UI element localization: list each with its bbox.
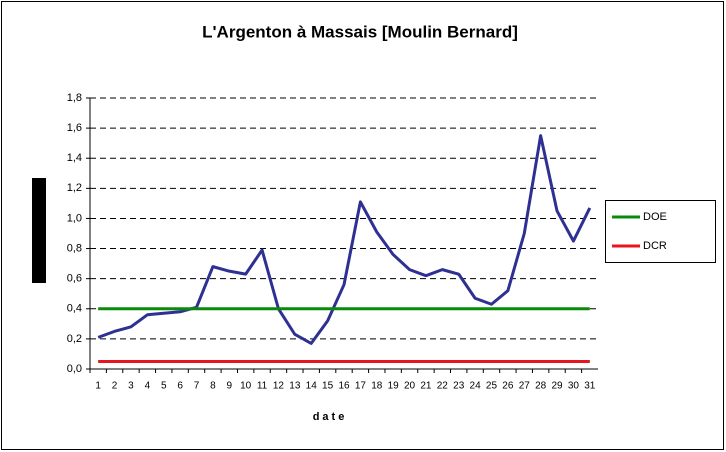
y-tick-label: 0,0 — [67, 363, 82, 375]
x-tick-label: 28 — [535, 381, 547, 392]
x-tick-label: 13 — [289, 381, 301, 392]
y-tick-label: 0,4 — [67, 303, 82, 315]
x-tick-label: 29 — [551, 381, 563, 392]
x-tick-label: 4 — [145, 381, 151, 392]
x-tick-label: 12 — [273, 381, 285, 392]
x-tick-label: 24 — [470, 381, 482, 392]
x-tick-label: 1 — [95, 381, 101, 392]
series-line — [97, 134, 592, 345]
x-tick-label: 7 — [194, 381, 200, 392]
y-tick-label: 1,0 — [67, 212, 82, 224]
x-tick-label: 11 — [257, 381, 268, 392]
x-tick-label: 19 — [388, 381, 400, 392]
x-tick-label: 31 — [584, 381, 596, 392]
x-tick-label: 15 — [322, 381, 334, 392]
x-tick-label: 26 — [502, 381, 514, 392]
y-tick-label: 0,2 — [67, 333, 82, 345]
x-tick-label: 17 — [355, 381, 367, 392]
y-tick-label: 0,6 — [67, 273, 82, 285]
x-tick-label: 22 — [437, 381, 449, 392]
legend — [605, 200, 716, 263]
x-axis-title: date — [313, 411, 348, 423]
y-axis-label-box — [32, 178, 46, 283]
y-tick-label: 1,4 — [67, 152, 82, 164]
x-tick-label: 14 — [306, 381, 318, 392]
x-tick-label: 16 — [338, 381, 350, 392]
x-tick-label: 5 — [161, 381, 167, 392]
y-tick-label: 1,6 — [67, 122, 82, 134]
x-tick-label: 8 — [210, 381, 216, 392]
legend-label: DOE — [643, 211, 667, 223]
x-tick-label: 3 — [128, 381, 134, 392]
x-tick-label: 25 — [486, 381, 498, 392]
x-tick-label: 6 — [177, 381, 183, 392]
x-tick-label: 18 — [371, 381, 383, 392]
x-tick-label: 23 — [453, 381, 465, 392]
x-tick-label: 10 — [240, 381, 252, 392]
x-tick-label: 27 — [519, 381, 531, 392]
y-tick-label: 1,8 — [67, 92, 82, 104]
x-tick-label: 20 — [404, 381, 416, 392]
x-tick-label: 2 — [112, 381, 118, 392]
x-tick-label: 30 — [568, 381, 580, 392]
y-tick-label: 1,2 — [67, 182, 82, 194]
chart-title: L'Argenton à Massais [Moulin Bernard] — [202, 22, 518, 41]
y-tick-label: 0,8 — [67, 242, 82, 254]
legend-label: DCR — [643, 240, 667, 252]
x-tick-label: 9 — [227, 381, 233, 392]
x-tick-label: 21 — [420, 381, 432, 392]
